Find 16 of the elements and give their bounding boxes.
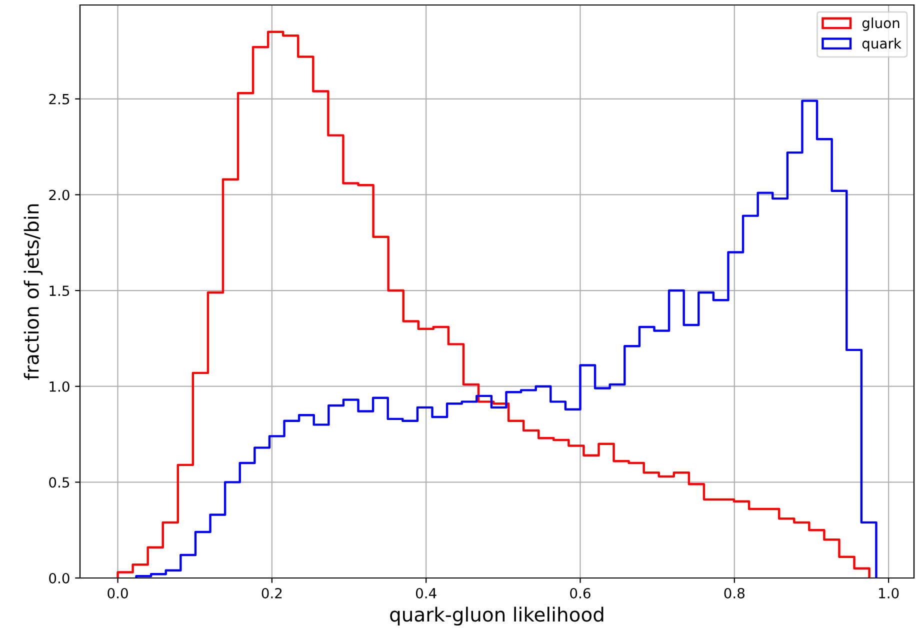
x-tick-label: 1.0 — [879, 588, 899, 598]
x-tick-label: 0.6 — [570, 588, 590, 598]
y-tick-label: 0.0 — [49, 572, 70, 584]
legend-label: quark — [862, 38, 902, 52]
y-tick-label: 1.0 — [50, 381, 70, 392]
x-tick-label: 0.8 — [724, 588, 744, 598]
x-tick-label: 0.2 — [262, 588, 282, 598]
legend-label: gluon — [862, 18, 900, 31]
x-tick-label: 0.4 — [416, 588, 436, 598]
x-axis-title: quark-gluon likelihood — [390, 606, 604, 626]
y-axis-title: fraction of jets/bin — [24, 204, 43, 380]
y-tick-label: 2.0 — [49, 190, 70, 200]
y-tick-label: 2.5 — [49, 94, 70, 104]
x-tick-label: 0.0 — [108, 588, 128, 598]
y-tick-label: 1.5 — [50, 286, 70, 296]
y-tick-label: 0.5 — [49, 477, 70, 488]
